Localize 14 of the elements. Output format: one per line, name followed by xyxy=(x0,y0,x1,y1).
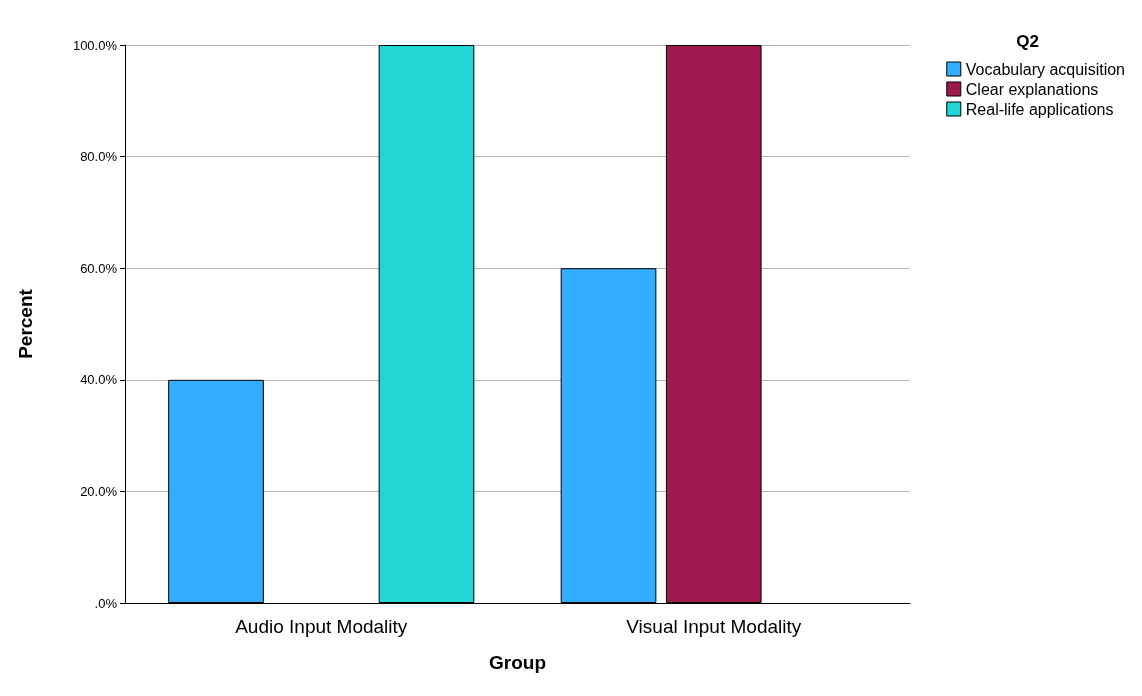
legend-label: Vocabulary acquisition xyxy=(965,60,1126,78)
x-axis-title: Group xyxy=(489,652,546,673)
y-tick-label: .0% xyxy=(94,595,118,611)
y-tick-label: 40.0% xyxy=(80,372,118,388)
y-tick-label: 20.0% xyxy=(80,483,118,499)
legend-label: Real-life applications xyxy=(965,100,1114,118)
y-axis-title: Percent xyxy=(15,288,36,359)
y-tick-label: 80.0% xyxy=(80,149,118,165)
legend-title: Q2 xyxy=(1016,32,1040,51)
y-tick-label: 100.0% xyxy=(72,37,118,53)
x-tick-label: Audio Input Modality xyxy=(235,616,408,637)
legend-label: Clear explanations xyxy=(965,80,1099,98)
x-tick-label: Visual Input Modality xyxy=(626,616,802,637)
y-tick-label: 60.0% xyxy=(80,260,118,276)
